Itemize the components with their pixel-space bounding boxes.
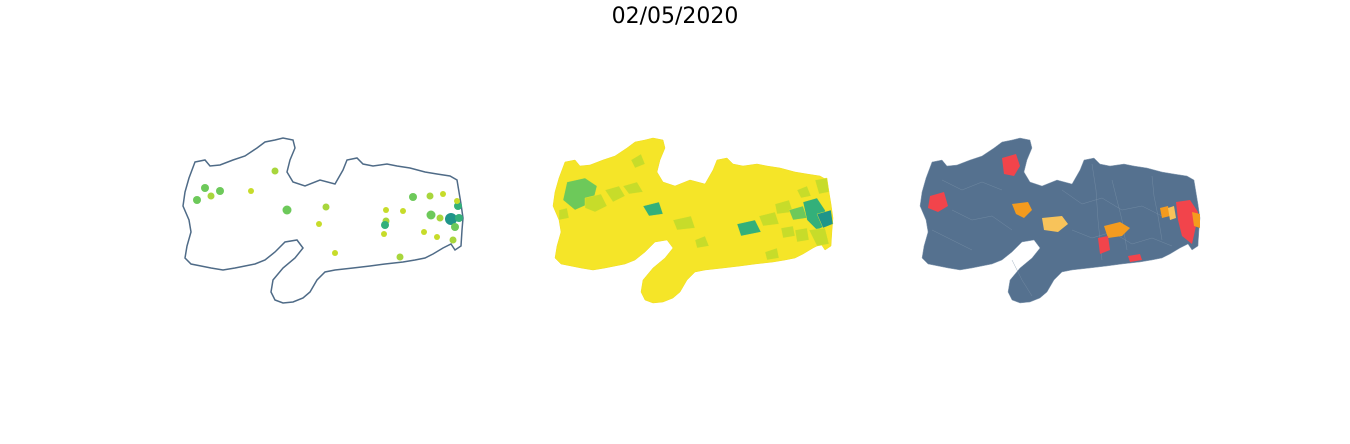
point xyxy=(434,234,440,240)
region xyxy=(780,225,796,239)
point xyxy=(383,207,389,213)
state-outline xyxy=(182,137,464,304)
point xyxy=(201,184,209,192)
point xyxy=(381,231,387,237)
region xyxy=(794,227,810,243)
point xyxy=(445,213,457,225)
region-orange xyxy=(1192,212,1200,228)
point xyxy=(454,202,462,210)
point xyxy=(332,250,338,256)
point xyxy=(440,191,446,197)
point xyxy=(396,253,404,261)
region xyxy=(758,211,780,227)
point xyxy=(454,198,460,204)
point xyxy=(207,192,215,200)
region-orange xyxy=(1012,202,1032,218)
point xyxy=(282,205,292,215)
region-red xyxy=(1098,236,1110,254)
region xyxy=(736,219,762,237)
point xyxy=(455,214,463,222)
municipal-lines xyxy=(931,163,1173,297)
region xyxy=(808,227,830,247)
points xyxy=(193,167,463,261)
point xyxy=(451,223,459,231)
region xyxy=(622,181,644,195)
region xyxy=(814,177,830,195)
region xyxy=(694,235,710,249)
region xyxy=(630,153,646,169)
point xyxy=(449,236,457,244)
region-light-orange xyxy=(1042,216,1068,232)
point xyxy=(409,193,417,201)
point xyxy=(381,221,389,229)
state-fill xyxy=(552,137,834,304)
bubble-map xyxy=(175,120,475,320)
region-orange xyxy=(1160,206,1170,218)
region-red xyxy=(1128,254,1142,262)
point xyxy=(248,188,254,194)
point xyxy=(421,229,427,235)
point xyxy=(400,208,406,214)
point xyxy=(426,210,436,220)
point xyxy=(436,214,444,222)
region xyxy=(558,207,570,221)
point xyxy=(322,203,330,211)
region-red xyxy=(928,192,948,212)
choropleth-regions xyxy=(558,153,834,261)
category-map-svg xyxy=(919,137,1201,304)
bubble-map-svg xyxy=(182,137,464,304)
point xyxy=(426,192,434,200)
category-map xyxy=(912,120,1212,320)
region-light-orange xyxy=(1168,206,1176,220)
region xyxy=(816,209,834,229)
region xyxy=(796,185,812,199)
point xyxy=(271,167,279,175)
choropleth-map-svg xyxy=(552,137,834,304)
highlight-regions xyxy=(928,154,1200,262)
region xyxy=(764,247,780,261)
point xyxy=(316,221,322,227)
region xyxy=(604,185,626,203)
choropleth-map xyxy=(545,120,845,320)
point xyxy=(193,196,201,204)
region-orange xyxy=(1104,222,1130,238)
region xyxy=(584,193,608,213)
region-red xyxy=(1002,154,1020,176)
region-red xyxy=(1176,200,1198,244)
region xyxy=(642,201,664,217)
region xyxy=(672,215,696,231)
figure-title: 02/05/2020 xyxy=(611,4,739,29)
point xyxy=(216,187,224,195)
